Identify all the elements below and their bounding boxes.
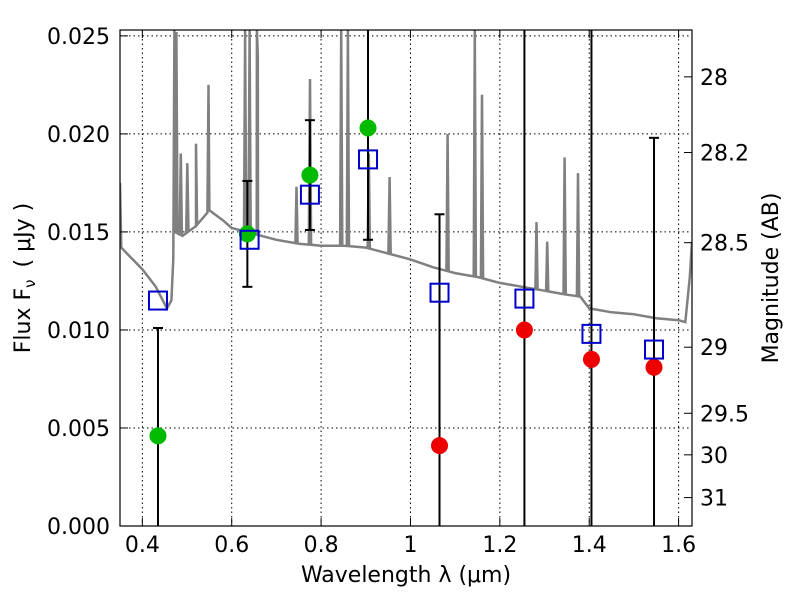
model-point: [429, 282, 450, 303]
model-spectrum-line: [120, 30, 692, 324]
y2-tick-label: 30: [700, 444, 728, 469]
y-tick-label: 0.000: [47, 515, 110, 540]
y2-tick-label: 28: [700, 66, 728, 91]
y-tick-label: 0.020: [47, 123, 110, 148]
model-point: [514, 288, 535, 309]
y2-tick-label: 29.5: [700, 402, 749, 427]
plot-background: [120, 30, 692, 526]
data-point: [359, 119, 377, 137]
y2-axis-label: Magnitude (AB): [759, 193, 784, 364]
y2-tick-label: 28.5: [700, 232, 749, 257]
y-tick-label: 0.005: [47, 417, 110, 442]
data-point: [238, 225, 256, 243]
x-tick-label: 1.2: [482, 533, 517, 558]
y-tick-label: 0.025: [47, 25, 110, 50]
model-point: [358, 149, 379, 170]
x-tick-label: 1: [403, 533, 417, 558]
x-tick-label: 0.8: [304, 533, 339, 558]
data-point: [431, 437, 449, 455]
data-point: [645, 358, 663, 376]
model-point: [299, 184, 320, 205]
model-point: [147, 290, 168, 311]
x-tick-label: 0.4: [125, 533, 160, 558]
model-point: [239, 229, 260, 250]
data-markers: [147, 119, 665, 455]
y-tick-label: 0.010: [47, 319, 110, 344]
data-point: [149, 427, 167, 445]
data-point: [582, 350, 600, 368]
y2-tick-label: 31: [700, 487, 728, 512]
y-axis-label: Flux Fν ( μJy ): [11, 203, 39, 353]
y-axis-label-subscript: ν: [21, 279, 39, 287]
y2-tick-label: 28.2: [700, 142, 749, 167]
x-axis-label: Wavelength λ (μm): [301, 563, 511, 588]
model-point: [581, 323, 602, 344]
model-point: [644, 339, 665, 360]
x-tick-label: 1.6: [661, 533, 696, 558]
grid-lines: [120, 30, 692, 526]
y-axis-label-unit: ( μJy ): [11, 203, 36, 268]
data-point: [515, 321, 533, 339]
data-point: [301, 166, 319, 184]
plot-frame: [119, 29, 693, 527]
x-tick-label: 1.4: [572, 533, 607, 558]
axis-ticks: 0.4 0.6 0.8 1 1.2 1.4 1.6 0.000 0.005 0.010 0.015 0…: [47, 25, 749, 558]
y-axis-label-main: Flux F: [11, 288, 36, 353]
y-tick-label: 0.015: [47, 221, 110, 246]
y2-tick-label: 29: [700, 336, 728, 361]
x-tick-label: 0.6: [214, 533, 249, 558]
